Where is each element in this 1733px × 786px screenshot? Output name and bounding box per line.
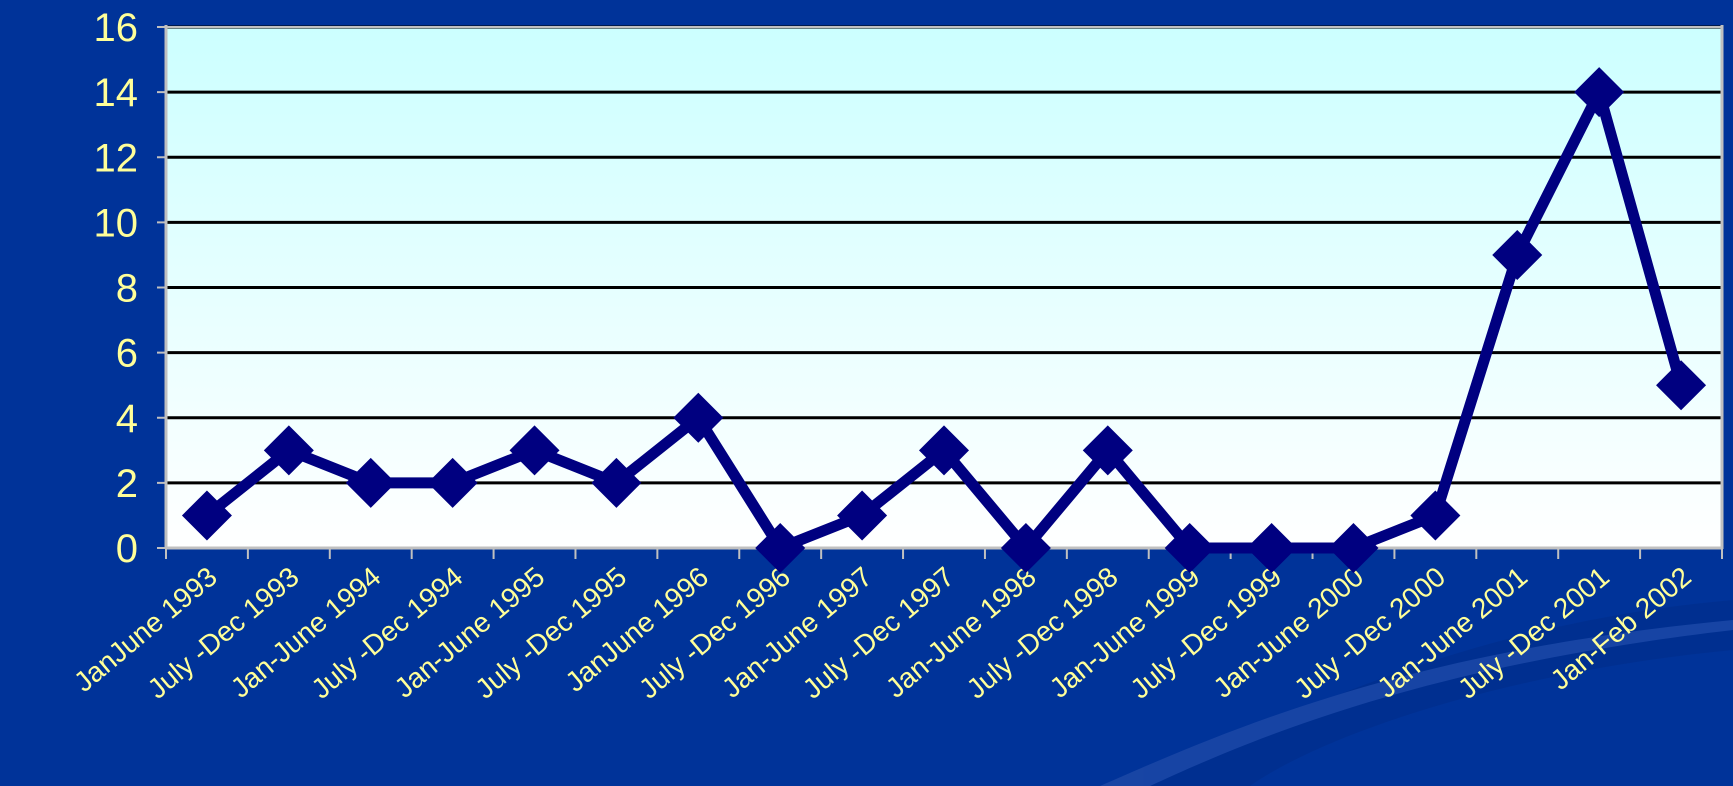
data-point-marker [181,490,232,541]
y-tick-label: 8 [116,267,138,311]
data-point-marker [1164,523,1215,573]
data-series [181,67,1707,573]
data-point-marker [263,425,314,476]
data-point-marker [1410,490,1461,541]
data-point-marker [1656,360,1707,411]
data-point-marker [1246,523,1297,573]
data-point-marker [1082,425,1133,476]
y-tick-label: 10 [94,201,139,245]
data-point-marker [591,457,642,508]
data-point-marker [1492,229,1543,280]
y-tick-label: 6 [116,332,138,376]
data-point-marker [345,457,396,508]
y-tick-label: 12 [94,136,139,180]
axes [157,25,1724,559]
y-tick-label: 4 [116,397,138,441]
data-point-marker [1328,523,1379,573]
y-tick-label: 16 [94,6,139,50]
data-point-marker [673,392,724,443]
y-tick-label: 2 [116,462,138,506]
data-point-marker [427,457,478,508]
data-point-marker [919,425,969,476]
y-tick-label: 14 [94,71,139,115]
y-axis-tick-labels: 0 2 4 6 8 10 12 14 16 [94,6,139,571]
data-point-marker [509,425,560,476]
y-tick-label: 0 [116,527,138,571]
data-point-marker [1000,523,1051,573]
data-point-marker [1574,67,1625,118]
data-point-marker [755,523,806,573]
background-swoosh [1100,600,1733,786]
data-point-marker [837,490,888,541]
